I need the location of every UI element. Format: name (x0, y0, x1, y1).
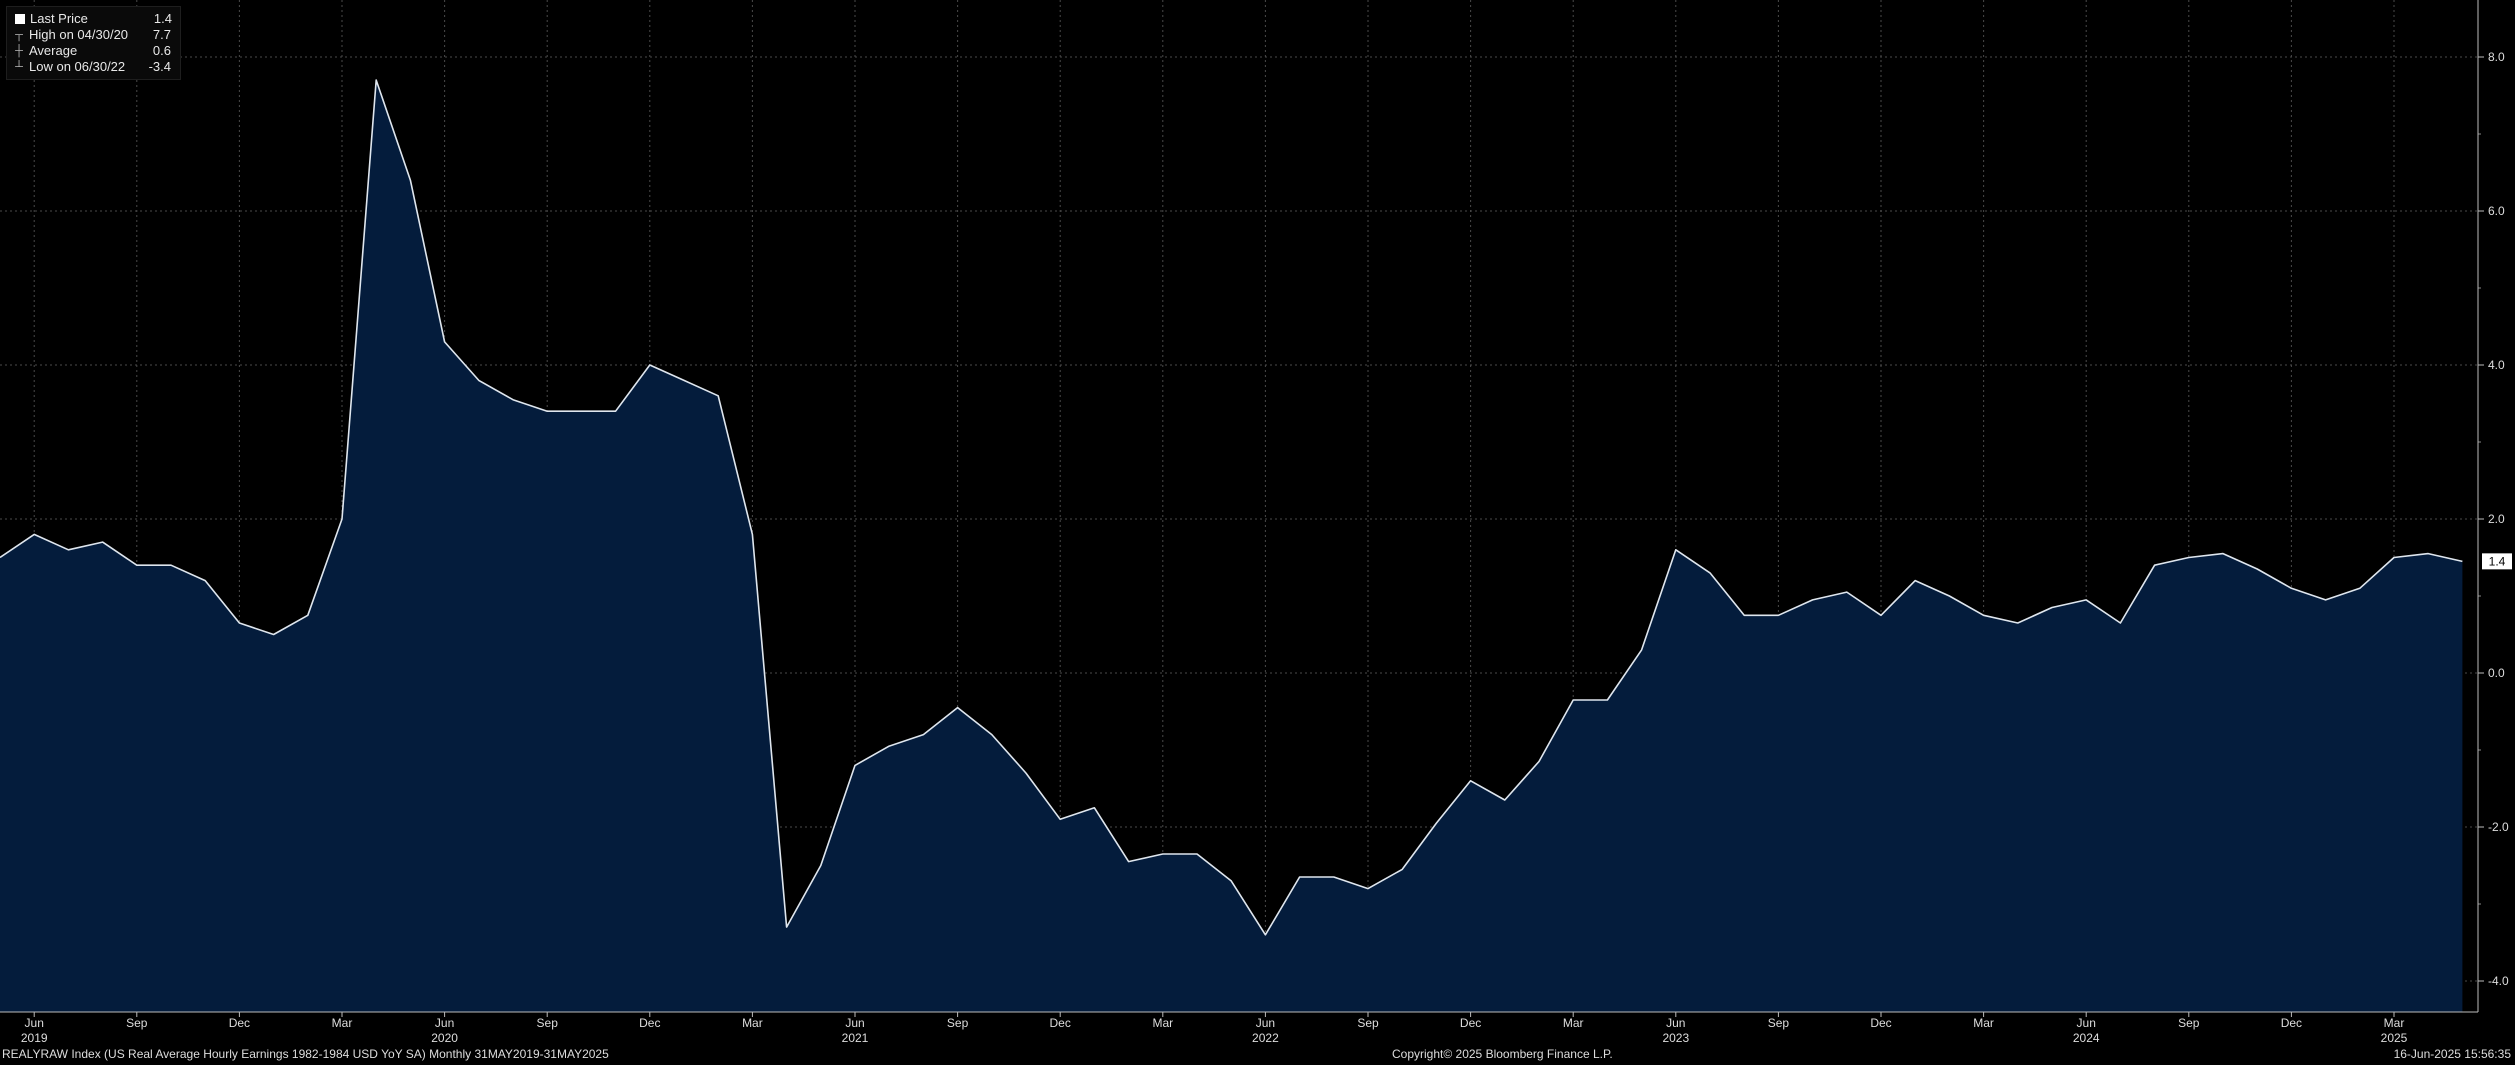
area-series (0, 79, 2463, 1013)
x-tick-label: Jun (435, 1016, 454, 1030)
x-year-label: 2023 (1662, 1031, 1689, 1045)
legend-label: High on 04/30/20 (29, 27, 129, 42)
area-fill (0, 80, 2463, 1013)
x-tick-label: Jun (25, 1016, 44, 1030)
y-tick-label: 2.0 (2488, 512, 2505, 526)
legend-row-low: ┴ Low on 06/30/22 -3.4 (13, 59, 172, 75)
x-tick-label: Dec (229, 1016, 250, 1030)
y-tick-label: 0.0 (2488, 666, 2505, 680)
y-tick-label: 6.0 (2488, 204, 2505, 218)
x-tick-label: Sep (947, 1016, 969, 1030)
high-marker-icon: ┬ (15, 29, 23, 41)
y-tick-label: 8.0 (2488, 50, 2505, 64)
x-tick-label: Jun (1256, 1016, 1275, 1030)
x-tick-label: Mar (1563, 1016, 1584, 1030)
y-tick-label: 4.0 (2488, 358, 2505, 372)
last-value-label: 1.4 (2489, 554, 2506, 568)
y-tick-label: -2.0 (2488, 820, 2509, 834)
footer-copyright: Copyright© 2025 Bloomberg Finance L.P. (1392, 1047, 1613, 1061)
x-tick-label: Jun (2077, 1016, 2096, 1030)
legend-label: Last Price (30, 11, 88, 26)
square-icon (15, 14, 25, 24)
x-year-label: 2019 (21, 1031, 48, 1045)
footer-series-description: REALYRAW Index (US Real Average Hourly E… (2, 1047, 609, 1061)
x-tick-label: Sep (1768, 1016, 1790, 1030)
x-tick-label: Jun (845, 1016, 864, 1030)
average-marker-icon: ┼ (15, 45, 23, 57)
x-tick-label: Dec (1460, 1016, 1481, 1030)
legend-value: 1.4 (153, 11, 172, 26)
legend-label: Low on 06/30/22 (29, 59, 126, 74)
x-year-label: 2021 (842, 1031, 869, 1045)
x-year-label: 2020 (431, 1031, 458, 1045)
legend-value: 0.6 (152, 43, 171, 58)
x-tick-label: Mar (742, 1016, 763, 1030)
x-tick-label: Sep (537, 1016, 559, 1030)
x-tick-label: Mar (2384, 1016, 2405, 1030)
x-tick-label: Dec (2281, 1016, 2302, 1030)
x-tick-label: Mar (1152, 1016, 1173, 1030)
x-tick-label: Sep (1357, 1016, 1379, 1030)
legend-row-average: ┼ Average 0.6 (13, 43, 172, 59)
legend-value: 7.7 (152, 27, 171, 42)
x-tick-label: Dec (1870, 1016, 1891, 1030)
chart-legend: Last Price 1.4 ┬ High on 04/30/20 7.7 ┼ … (6, 6, 181, 80)
x-year-label: 2024 (2073, 1031, 2100, 1045)
x-tick-label: Mar (1973, 1016, 1994, 1030)
legend-row-high: ┬ High on 04/30/20 7.7 (13, 27, 172, 43)
legend-row-last-price: Last Price 1.4 (13, 11, 172, 27)
x-tick-label: Sep (2178, 1016, 2200, 1030)
legend-value: -3.4 (148, 59, 171, 74)
y-tick-label: -4.0 (2488, 974, 2509, 988)
x-tick-label: Sep (126, 1016, 148, 1030)
x-tick-label: Dec (639, 1016, 660, 1030)
x-year-label: 2025 (2381, 1031, 2408, 1045)
legend-label: Average (29, 43, 78, 58)
x-tick-label: Mar (332, 1016, 353, 1030)
x-tick-label: Jun (1666, 1016, 1685, 1030)
last-value-badge (2482, 553, 2512, 570)
footer-timestamp: 16-Jun-2025 15:56:35 (2393, 1047, 2511, 1061)
series-line (0, 79, 2463, 936)
x-year-label: 2022 (1252, 1031, 1279, 1045)
x-tick-label: Dec (1050, 1016, 1071, 1030)
low-marker-icon: ┴ (15, 61, 23, 73)
